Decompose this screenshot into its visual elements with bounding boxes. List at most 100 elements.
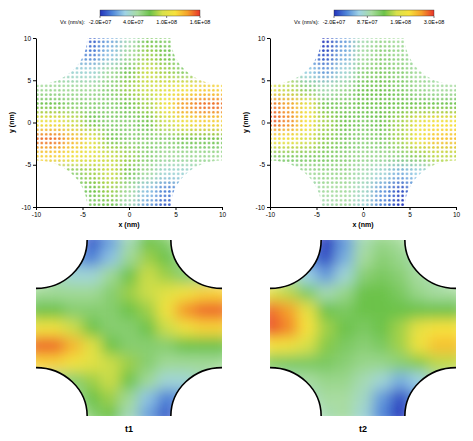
contour-cell — [157, 337, 176, 355]
field-cell — [45, 148, 64, 165]
field-cell — [335, 30, 354, 47]
panel-title: t2 — [359, 424, 367, 434]
contour-cell — [83, 407, 102, 425]
contour-cell — [391, 319, 410, 337]
field-cell — [64, 46, 83, 63]
field-cell — [101, 114, 120, 131]
field-cell — [213, 97, 232, 114]
colorbar-ticks: -2.0E+074.0E+071.0E+081.6E+08 — [89, 16, 211, 25]
field-cells — [261, 30, 466, 216]
field-cell — [335, 148, 354, 165]
field-cell — [101, 46, 120, 63]
y-tick-label: 0 — [261, 119, 265, 126]
field-cell — [101, 182, 120, 199]
panel-title: t1 — [125, 424, 133, 434]
contour-cell — [428, 319, 447, 337]
field-cell — [157, 80, 176, 97]
contour-cell — [335, 266, 354, 284]
field-cell — [317, 30, 336, 47]
contour-cells — [261, 231, 466, 425]
boundary-arc — [36, 240, 87, 288]
field-cell — [83, 30, 102, 47]
field-cell — [157, 114, 176, 131]
contour-cell — [354, 266, 373, 284]
contour-cell — [391, 407, 410, 425]
contour-cell — [335, 372, 354, 390]
contour-cell — [447, 337, 466, 355]
field-cell — [298, 148, 317, 165]
x-tick-label: 0 — [362, 211, 366, 218]
field-cell — [120, 30, 139, 47]
contour-cell — [391, 266, 410, 284]
field-cell — [279, 80, 298, 97]
field-cell — [298, 165, 317, 182]
field-cell — [335, 97, 354, 114]
field-cell — [335, 182, 354, 199]
contour-cell — [279, 337, 298, 355]
contour-cell — [428, 302, 447, 320]
field-cell — [317, 148, 336, 165]
boundary-arc — [405, 368, 456, 416]
x-tick-label: 5 — [408, 211, 412, 218]
contour-cell — [391, 284, 410, 302]
x-tick-label: 10 — [453, 211, 461, 218]
contour-cell — [101, 390, 120, 408]
contour-cell — [372, 407, 391, 425]
field-cell — [298, 97, 317, 114]
x-tick: 5 — [408, 207, 412, 218]
colorbar-tick-label: 8.7E+07 — [357, 19, 378, 25]
y-tick-label: -5 — [259, 161, 265, 168]
contour-cell — [391, 372, 410, 390]
field-cell — [335, 80, 354, 97]
contour-cell — [317, 337, 336, 355]
contour-cell — [391, 337, 410, 355]
field-cell — [428, 148, 447, 165]
field-cell — [83, 182, 102, 199]
x-axis-title: x (nm) — [119, 221, 140, 229]
contour-cell — [64, 319, 83, 337]
field-cell — [138, 97, 157, 114]
field-cell — [101, 97, 120, 114]
field-cells — [27, 30, 232, 216]
field-cell — [410, 97, 429, 114]
y-tick-label: 10 — [24, 35, 32, 42]
field-cell — [138, 114, 157, 131]
contour-cell — [138, 284, 157, 302]
colorbar-tick-label: 3.0E+08 — [424, 19, 445, 25]
contour-cell — [298, 266, 317, 284]
x-tick-label: -10 — [266, 211, 276, 218]
contour-cell — [120, 337, 139, 355]
x-tick: -10 — [266, 207, 276, 218]
field-cell — [391, 80, 410, 97]
field-cell — [410, 80, 429, 97]
contour-cell — [176, 372, 195, 390]
y-tick-mark — [267, 207, 270, 208]
field-cell — [391, 97, 410, 114]
contour-cell — [83, 231, 102, 249]
field-cell — [120, 148, 139, 165]
contour-cell — [83, 354, 102, 372]
contour-cell — [298, 302, 317, 320]
field-cell — [176, 46, 195, 63]
contour-cell — [261, 354, 280, 372]
contour-cell — [213, 284, 232, 302]
field-cell — [447, 114, 466, 131]
field-cell — [317, 80, 336, 97]
y-tick-mark — [33, 207, 36, 208]
field-cell — [279, 63, 298, 80]
field-cell — [317, 63, 336, 80]
y-tick-mark — [33, 123, 36, 124]
field-cell — [157, 131, 176, 148]
colorbar-tick-label: 1.0E+08 — [156, 19, 177, 25]
colorbar — [334, 10, 434, 16]
y-tick-label: -10 — [22, 204, 32, 211]
field-cell — [372, 97, 391, 114]
field-cell — [410, 182, 429, 199]
y-tick-label: -5 — [25, 161, 31, 168]
colorbar-tick — [133, 16, 134, 18]
field-cell — [298, 63, 317, 80]
contour-cell — [64, 284, 83, 302]
field-cell — [157, 97, 176, 114]
colorbar-tick — [400, 16, 401, 18]
field-cell — [120, 131, 139, 148]
